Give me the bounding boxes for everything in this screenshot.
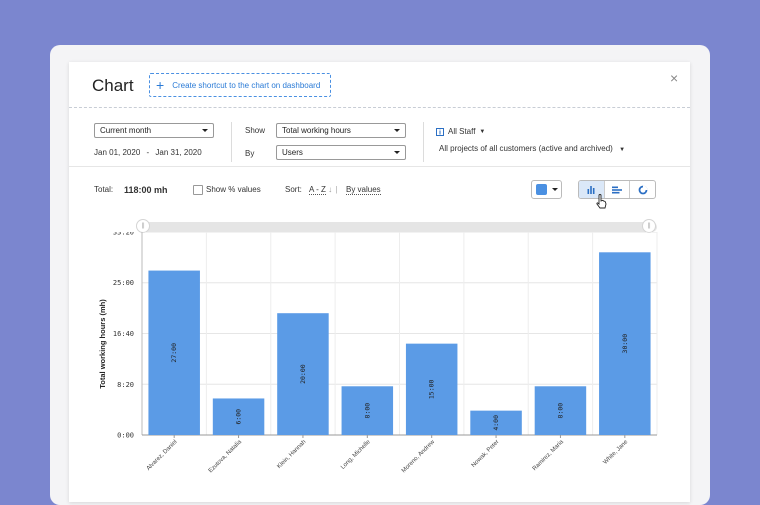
x-tick-label: Ramirez, Maria [532, 439, 565, 472]
bar[interactable] [277, 313, 329, 435]
date-range[interactable]: Jan 01, 2020 - Jan 31, 2020 [94, 148, 202, 157]
pie-view-button[interactable] [630, 181, 655, 198]
by-select-value: Users [282, 148, 303, 157]
date-to: Jan 31, 2020 [155, 148, 202, 157]
y-tick-label: 33:20 [113, 232, 134, 237]
bar-data-label: 15:00 [428, 379, 436, 399]
bar-data-label: 8:00 [556, 403, 564, 419]
bar-data-label: 30:00 [621, 334, 629, 354]
period-select-value: Current month [100, 126, 152, 135]
bar[interactable] [212, 398, 265, 435]
bar-data-label: 4:00 [492, 415, 500, 431]
show-percent-label: Show % values [206, 185, 261, 194]
sort-by-values-option[interactable]: By values [346, 185, 381, 195]
range-slider-track[interactable] [142, 222, 657, 232]
x-tick-label: Klein, Hannah [276, 439, 307, 470]
caret-down-icon: ▼ [479, 128, 486, 135]
date-separator: - [146, 148, 150, 157]
projects-filter-label: All projects of all customers (active an… [439, 144, 613, 153]
x-tick-label: Ezutova, Natalia [208, 439, 244, 475]
sort-separator: | [335, 185, 338, 194]
date-from: Jan 01, 2020 [94, 148, 141, 157]
bar[interactable] [470, 410, 522, 435]
vertical-bar-view-button[interactable] [579, 181, 605, 198]
vertical-bar-chart-icon [587, 185, 595, 194]
sort-az-label: A - Z [309, 185, 326, 195]
y-tick-label: 0:00 [117, 432, 134, 440]
range-slider-end-handle[interactable]: || [642, 219, 656, 233]
bar[interactable] [405, 343, 458, 435]
filters-divider [69, 166, 690, 167]
bar-chart: 0:00 8:20 16:40 25:00 33:20 27:00 Alvarez, Dan… [98, 232, 658, 475]
plus-icon: + [156, 77, 165, 93]
show-label: Show [245, 126, 266, 135]
sort-by-values-label: By values [346, 185, 381, 195]
bar[interactable] [534, 386, 587, 435]
header-divider [69, 107, 690, 108]
bar-data-label: 8:00 [363, 403, 371, 419]
chart-dialog: Chart + Create shortcut to the chart on … [69, 62, 690, 502]
staff-filter[interactable]: All Staff ▼ [436, 127, 485, 136]
x-tick-label: Long, Michelle [340, 439, 372, 471]
x-tick-label: Nowak, Peter [471, 439, 501, 469]
total-label: Total: [94, 185, 114, 194]
y-tick-label: 16:40 [113, 330, 134, 338]
horizontal-bar-chart-icon [612, 186, 622, 193]
by-select[interactable]: Users [276, 145, 406, 160]
caret-down-icon: ▼ [619, 147, 626, 153]
horizontal-bar-view-button[interactable] [605, 181, 631, 198]
filter-divider [423, 122, 424, 162]
sort-arrow-icon: ↓ [328, 185, 333, 194]
create-shortcut-button[interactable]: + Create shortcut to the chart on dashbo… [149, 73, 331, 97]
by-label: By [245, 149, 255, 158]
x-tick-label: White, Jane [603, 439, 630, 466]
info-icon [436, 127, 444, 136]
pie-chart-icon [638, 185, 648, 194]
bar[interactable] [341, 386, 394, 435]
chevron-down-icon [202, 129, 208, 132]
bar-data-label: 20:00 [299, 364, 307, 384]
staff-filter-label: All Staff [448, 127, 476, 136]
chevron-down-icon [394, 151, 400, 154]
chevron-down-icon [394, 129, 400, 132]
y-axis-label: Total working hours (mh) [98, 299, 107, 389]
x-tick-label: Alvarez, Daniel [146, 439, 179, 472]
projects-filter[interactable]: All projects of all customers (active an… [439, 144, 625, 153]
range-slider-start-handle[interactable]: || [136, 219, 150, 233]
filter-divider [231, 122, 232, 162]
color-swatch [536, 184, 547, 195]
chart-view-toggle [578, 180, 656, 199]
hand-cursor-icon [596, 194, 607, 209]
bar-data-label: 6:00 [235, 409, 243, 425]
color-picker[interactable] [531, 180, 562, 199]
sort-label: Sort: [285, 185, 302, 194]
chevron-down-icon [552, 188, 558, 191]
show-select[interactable]: Total working hours [276, 123, 406, 138]
sort-az-option[interactable]: A - Z ↓ | [309, 185, 338, 195]
show-percent-checkbox[interactable] [193, 185, 203, 195]
bar-data-label: 27:00 [170, 343, 178, 363]
dialog-title: Chart [92, 76, 134, 95]
x-tick-label: Moreno, Andrew [401, 439, 437, 475]
y-tick-label: 8:20 [117, 381, 134, 389]
create-shortcut-label: Create shortcut to the chart on dashboar… [172, 80, 321, 90]
period-select[interactable]: Current month [94, 123, 214, 138]
total-value: 118:00 mh [124, 185, 168, 195]
bar[interactable] [148, 270, 200, 435]
show-select-value: Total working hours [282, 126, 351, 135]
bar[interactable] [599, 252, 651, 435]
close-icon[interactable]: × [670, 70, 679, 86]
y-tick-label: 25:00 [113, 279, 134, 287]
